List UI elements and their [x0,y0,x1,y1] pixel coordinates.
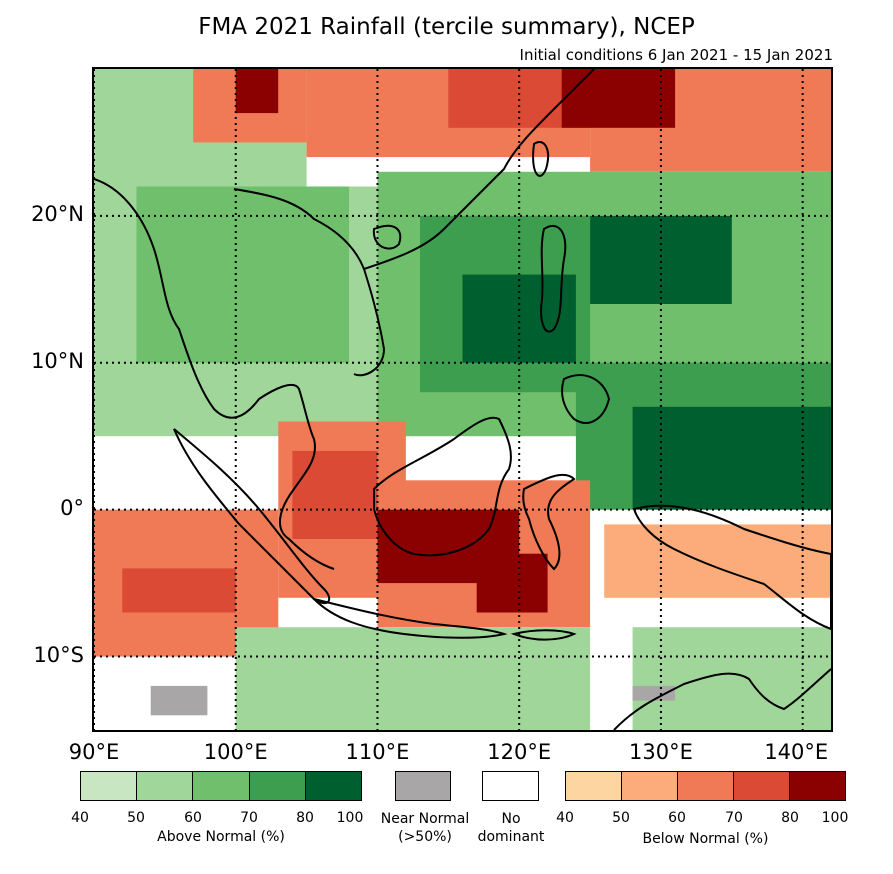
lon-label-100e: 100°E [203,740,268,764]
legend-above-tick: 100 [336,810,364,826]
tercile-region-below-16 [122,568,236,613]
coastline-luzon [540,224,567,333]
legend-below-tick: 100 [821,810,849,826]
legend-none-label: No dominant [470,810,552,846]
coastline-taiwan [532,141,550,177]
legend-below-tick: 50 [612,810,630,826]
tercile-region-below-18 [292,450,378,539]
legend-below-bar [565,771,846,801]
map-subtitle: Initial conditions 6 Jan 2021 - 15 Jan 2… [519,46,833,64]
tercile-region-below-6 [561,69,676,128]
tercile-region-above-11 [462,274,576,363]
legend-none-label-line2: dominant [477,829,545,845]
legend-below-swatch-3 [678,772,734,800]
legend-below-swatch-4 [734,772,790,800]
legend-below-tick: 60 [668,810,686,826]
graticule [94,69,831,730]
legend-above-swatch-3 [193,772,250,800]
coastlines [94,69,831,730]
legend-above-tick: 40 [71,810,89,826]
legend-below-tick: 70 [725,810,743,826]
legend-above-tick: 70 [240,810,258,826]
coastline-hainan [372,224,402,250]
lon-label-140e: 140°E [764,740,829,764]
coastline-china [363,69,595,270]
lon-label-110e: 110°E [345,740,410,764]
tercile-region-near-26 [632,685,676,701]
coastline-australia [613,668,831,730]
coastline-sulawesi [522,473,576,571]
legend-near-swatch [396,772,450,800]
legend-above-bar [80,771,362,801]
coastline-new-guinea [632,504,831,631]
legend-above-tick: 50 [127,810,145,826]
lat-label-10n: 10°N [31,348,84,373]
legend-below-swatch-1 [566,772,622,800]
legend-below-tick: 40 [556,810,574,826]
coastline-java [310,597,508,639]
tercile-region-above-12 [590,215,732,304]
tercile-region-above-23 [235,627,590,730]
legend-above-label: Above Normal (%) [157,829,285,845]
tercile-region-near-25 [150,685,208,716]
lat-label-20n: 20°N [31,201,84,226]
tercile-region-below-21 [476,553,548,613]
tercile-cells [94,69,831,730]
legend-near-label-line1: Near Normal [380,811,470,827]
coastline-mindanao [561,374,611,424]
lon-label-120e: 120°E [487,740,552,764]
legend-near-bar [395,771,451,801]
lat-label-10s: 10°S [33,642,84,667]
legend-near-label: Near Normal (>50%) [370,810,480,846]
legend-below-label: Below Normal (%) [642,831,769,847]
tercile-region-below-22 [604,524,831,598]
tercile-region-above-14 [632,406,831,510]
coastline-timor [510,629,577,641]
tercile-region-above-8 [136,186,350,363]
map-title: FMA 2021 Rainfall (tercile summary), NCE… [198,14,695,40]
legend-none-swatch [483,772,538,800]
map-canvas [94,69,831,730]
legend-below-tick: 80 [781,810,799,826]
legend-below-swatch-5 [790,772,845,800]
legend-none-label-line1: No [501,811,521,827]
legend-none-bar [482,771,539,801]
coastline-indochina [94,178,335,570]
coastline-vietnam [233,188,386,377]
legend-above-swatch-4 [249,772,306,800]
coastline-borneo [373,416,512,557]
lon-label-90e: 90°E [68,740,120,764]
legend-below-swatch-2 [622,772,678,800]
rainfall-map [92,67,833,732]
legend-above-swatch-5 [305,772,362,800]
legend-near-label-line2: (>50%) [398,829,452,845]
tercile-region-below-2 [235,69,279,114]
legend-above-tick: 80 [296,810,314,826]
legend-above-swatch-2 [137,772,194,800]
legend-above-tick: 60 [184,810,202,826]
legend-above-swatch-1 [81,772,138,800]
lon-label-130e: 130°E [628,740,693,764]
tercile-region-above-24 [632,627,831,730]
lat-label-0: 0° [60,495,84,520]
